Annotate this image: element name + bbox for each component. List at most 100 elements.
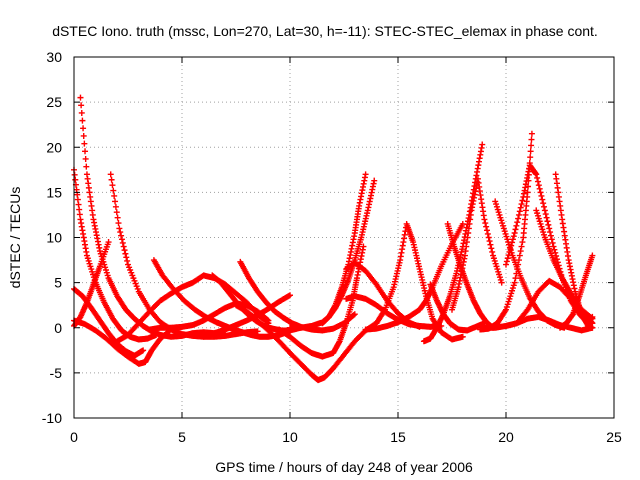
data-point [505,252,512,259]
data-point [87,263,94,270]
data-point [499,220,506,227]
series-curve [276,243,367,360]
data-point [536,185,543,192]
data-point [588,314,595,321]
data-point [508,242,515,249]
y-tick-label: 10 [46,230,62,246]
data-point [503,306,509,313]
data-point [105,239,112,246]
y-tick-label: 15 [46,184,62,200]
data-point [509,236,516,243]
data-point [80,125,87,132]
series-curve [449,175,505,313]
x-tick-label: 10 [282,429,298,445]
data-point [124,257,131,264]
y-tick-label: 20 [46,139,62,155]
data-point [132,280,139,287]
data-point [80,132,87,139]
data-point [86,260,93,267]
data-point [108,176,115,183]
data-point [503,258,510,265]
series-curve [362,220,466,333]
data-point [491,257,498,264]
data-point [515,261,522,268]
data-point [490,255,497,262]
data-point [509,285,516,292]
data-point [535,182,542,189]
y-tick-label: 25 [46,94,62,110]
data-point [493,203,500,210]
data-point [496,271,503,278]
data-point [127,266,134,273]
data-point [496,274,503,281]
x-tick-label: 0 [70,429,78,445]
data-point [264,316,271,323]
series-curve [71,317,173,367]
data-point [90,271,97,278]
y-axis-label: dSTEC / TECUs [7,187,23,289]
data-point [501,228,508,235]
series-curve [77,94,229,340]
data-point [528,136,535,143]
data-point [513,270,520,277]
data-point [115,220,122,227]
data-point [497,276,504,283]
data-point [515,215,522,222]
data-point [542,211,549,218]
data-point [112,203,119,210]
series-curve [71,239,112,329]
data-point [82,148,89,155]
data-point [499,222,506,229]
data-point [541,203,548,210]
data-point [515,257,522,264]
x-axis-label: GPS time / hours of day 248 of year 2006 [215,459,473,475]
data-point [118,232,125,239]
data-point [512,226,519,233]
data-point [493,263,500,270]
data-point [487,241,494,248]
data-point [537,189,544,196]
data-point [83,163,90,170]
data-point [140,347,147,354]
data-point [104,272,111,279]
data-point [539,226,546,233]
data-point [81,140,88,147]
data-point [123,254,130,261]
y-tick-label: -10 [42,410,62,426]
data-point [82,155,89,162]
data-point [482,220,489,227]
x-tick-label: 5 [178,429,186,445]
data-point [511,279,518,286]
data-point [527,154,534,161]
data-point [506,248,513,255]
data-point [500,225,507,232]
data-point [495,209,502,216]
data-point [540,200,547,207]
data-point [507,245,514,252]
series-curve [319,177,378,327]
series-curve [233,302,380,384]
data-point [537,220,544,227]
data-point [510,282,517,289]
data-point [112,198,119,205]
data-point [547,232,554,239]
data-point [536,218,543,225]
data-point [551,246,558,253]
data-point [117,229,124,236]
data-point [118,236,125,243]
data-point [483,227,490,234]
data-point [119,239,126,246]
data-point [507,293,514,300]
data-point [109,182,116,189]
data-point [533,207,540,214]
data-point [516,208,523,215]
data-point [125,261,131,268]
data-point [131,277,138,284]
data-point [518,243,525,250]
data-point [459,333,466,340]
data-point [589,324,596,331]
data-point [516,252,523,259]
data-point [514,266,521,273]
data-point [492,260,499,267]
x-tick-label: 25 [606,429,622,445]
